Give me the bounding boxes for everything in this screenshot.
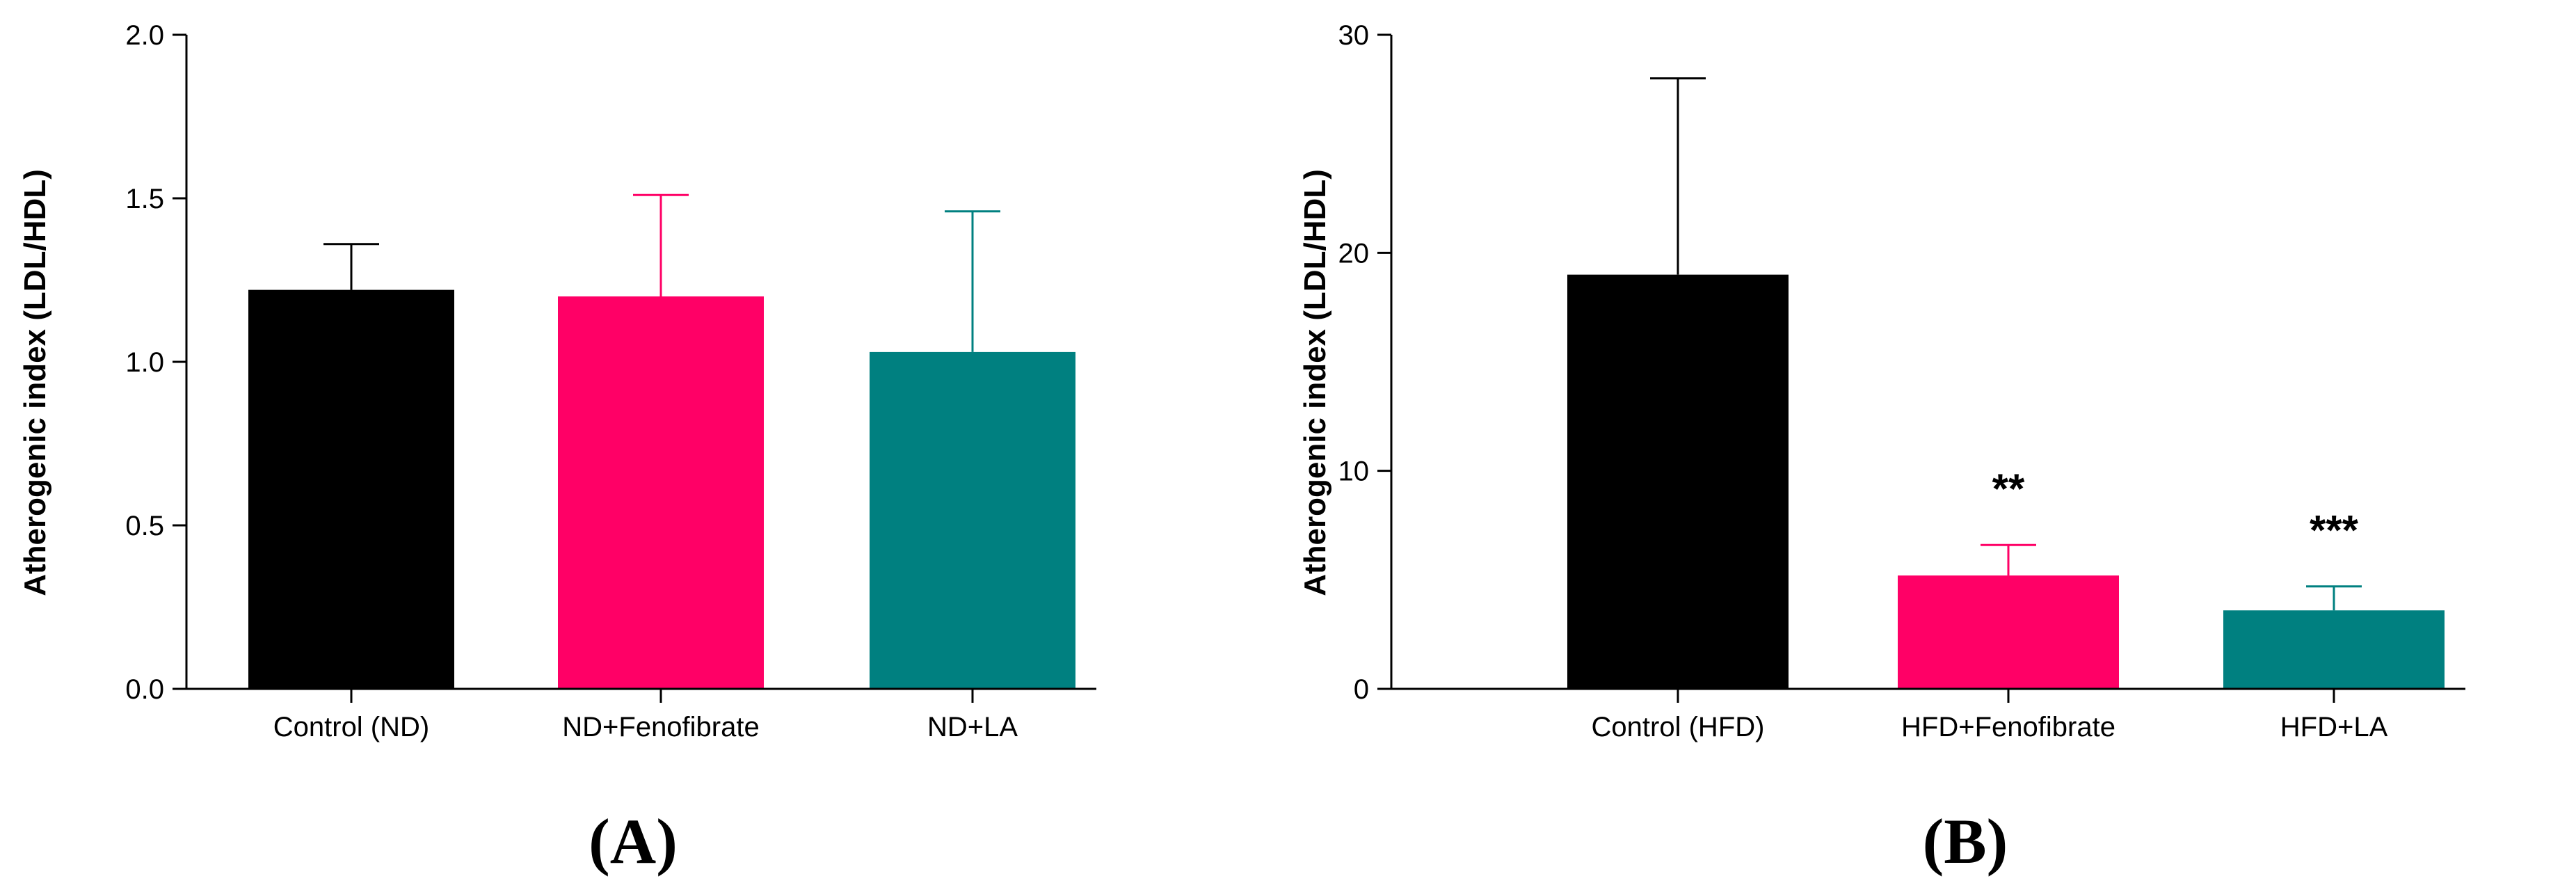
bar: [1898, 575, 2119, 689]
significance-label: **: [1992, 466, 2025, 512]
x-tick-label: ND+LA: [927, 712, 1018, 742]
y-tick-label: 10: [1338, 456, 1370, 487]
panel-a-chart: 0.0 0.5 1.0 1.5 2.0 Control (ND) ND+Fenofibrat…: [18, 20, 1096, 877]
bar: [248, 289, 454, 690]
y-tick-label: 30: [1338, 20, 1370, 51]
y-tick-label: 1.0: [125, 347, 164, 378]
bar: [558, 296, 764, 689]
bar: [2223, 610, 2445, 689]
bar: [1567, 274, 1789, 690]
x-tick-label: HFD+LA: [2280, 712, 2388, 742]
y-tick-label: 2.0: [125, 20, 164, 51]
x-tick-label: Control (ND): [273, 712, 429, 742]
y-tick-label: 20: [1338, 238, 1370, 269]
significance-label: ***: [2310, 507, 2359, 554]
x-tick-label: Control (HFD): [1592, 712, 1765, 742]
x-tick-label: ND+Fenofibrate: [562, 712, 759, 742]
y-tick-label: 0.5: [125, 511, 164, 541]
y-axis-title: Atherogenic index (LDL/HDL): [1298, 169, 1332, 596]
bar: [870, 351, 1075, 689]
y-axis-title: Atherogenic index (LDL/HDL): [18, 169, 52, 596]
y-tick-label: 1.5: [125, 184, 164, 214]
x-tick-label: HFD+Fenofibrate: [1901, 712, 2115, 742]
y-tick-label: 0.0: [125, 674, 164, 705]
y-tick-label: 0: [1354, 674, 1369, 705]
panel-label: (B): [1923, 806, 2008, 877]
panel-label: (A): [589, 806, 678, 877]
